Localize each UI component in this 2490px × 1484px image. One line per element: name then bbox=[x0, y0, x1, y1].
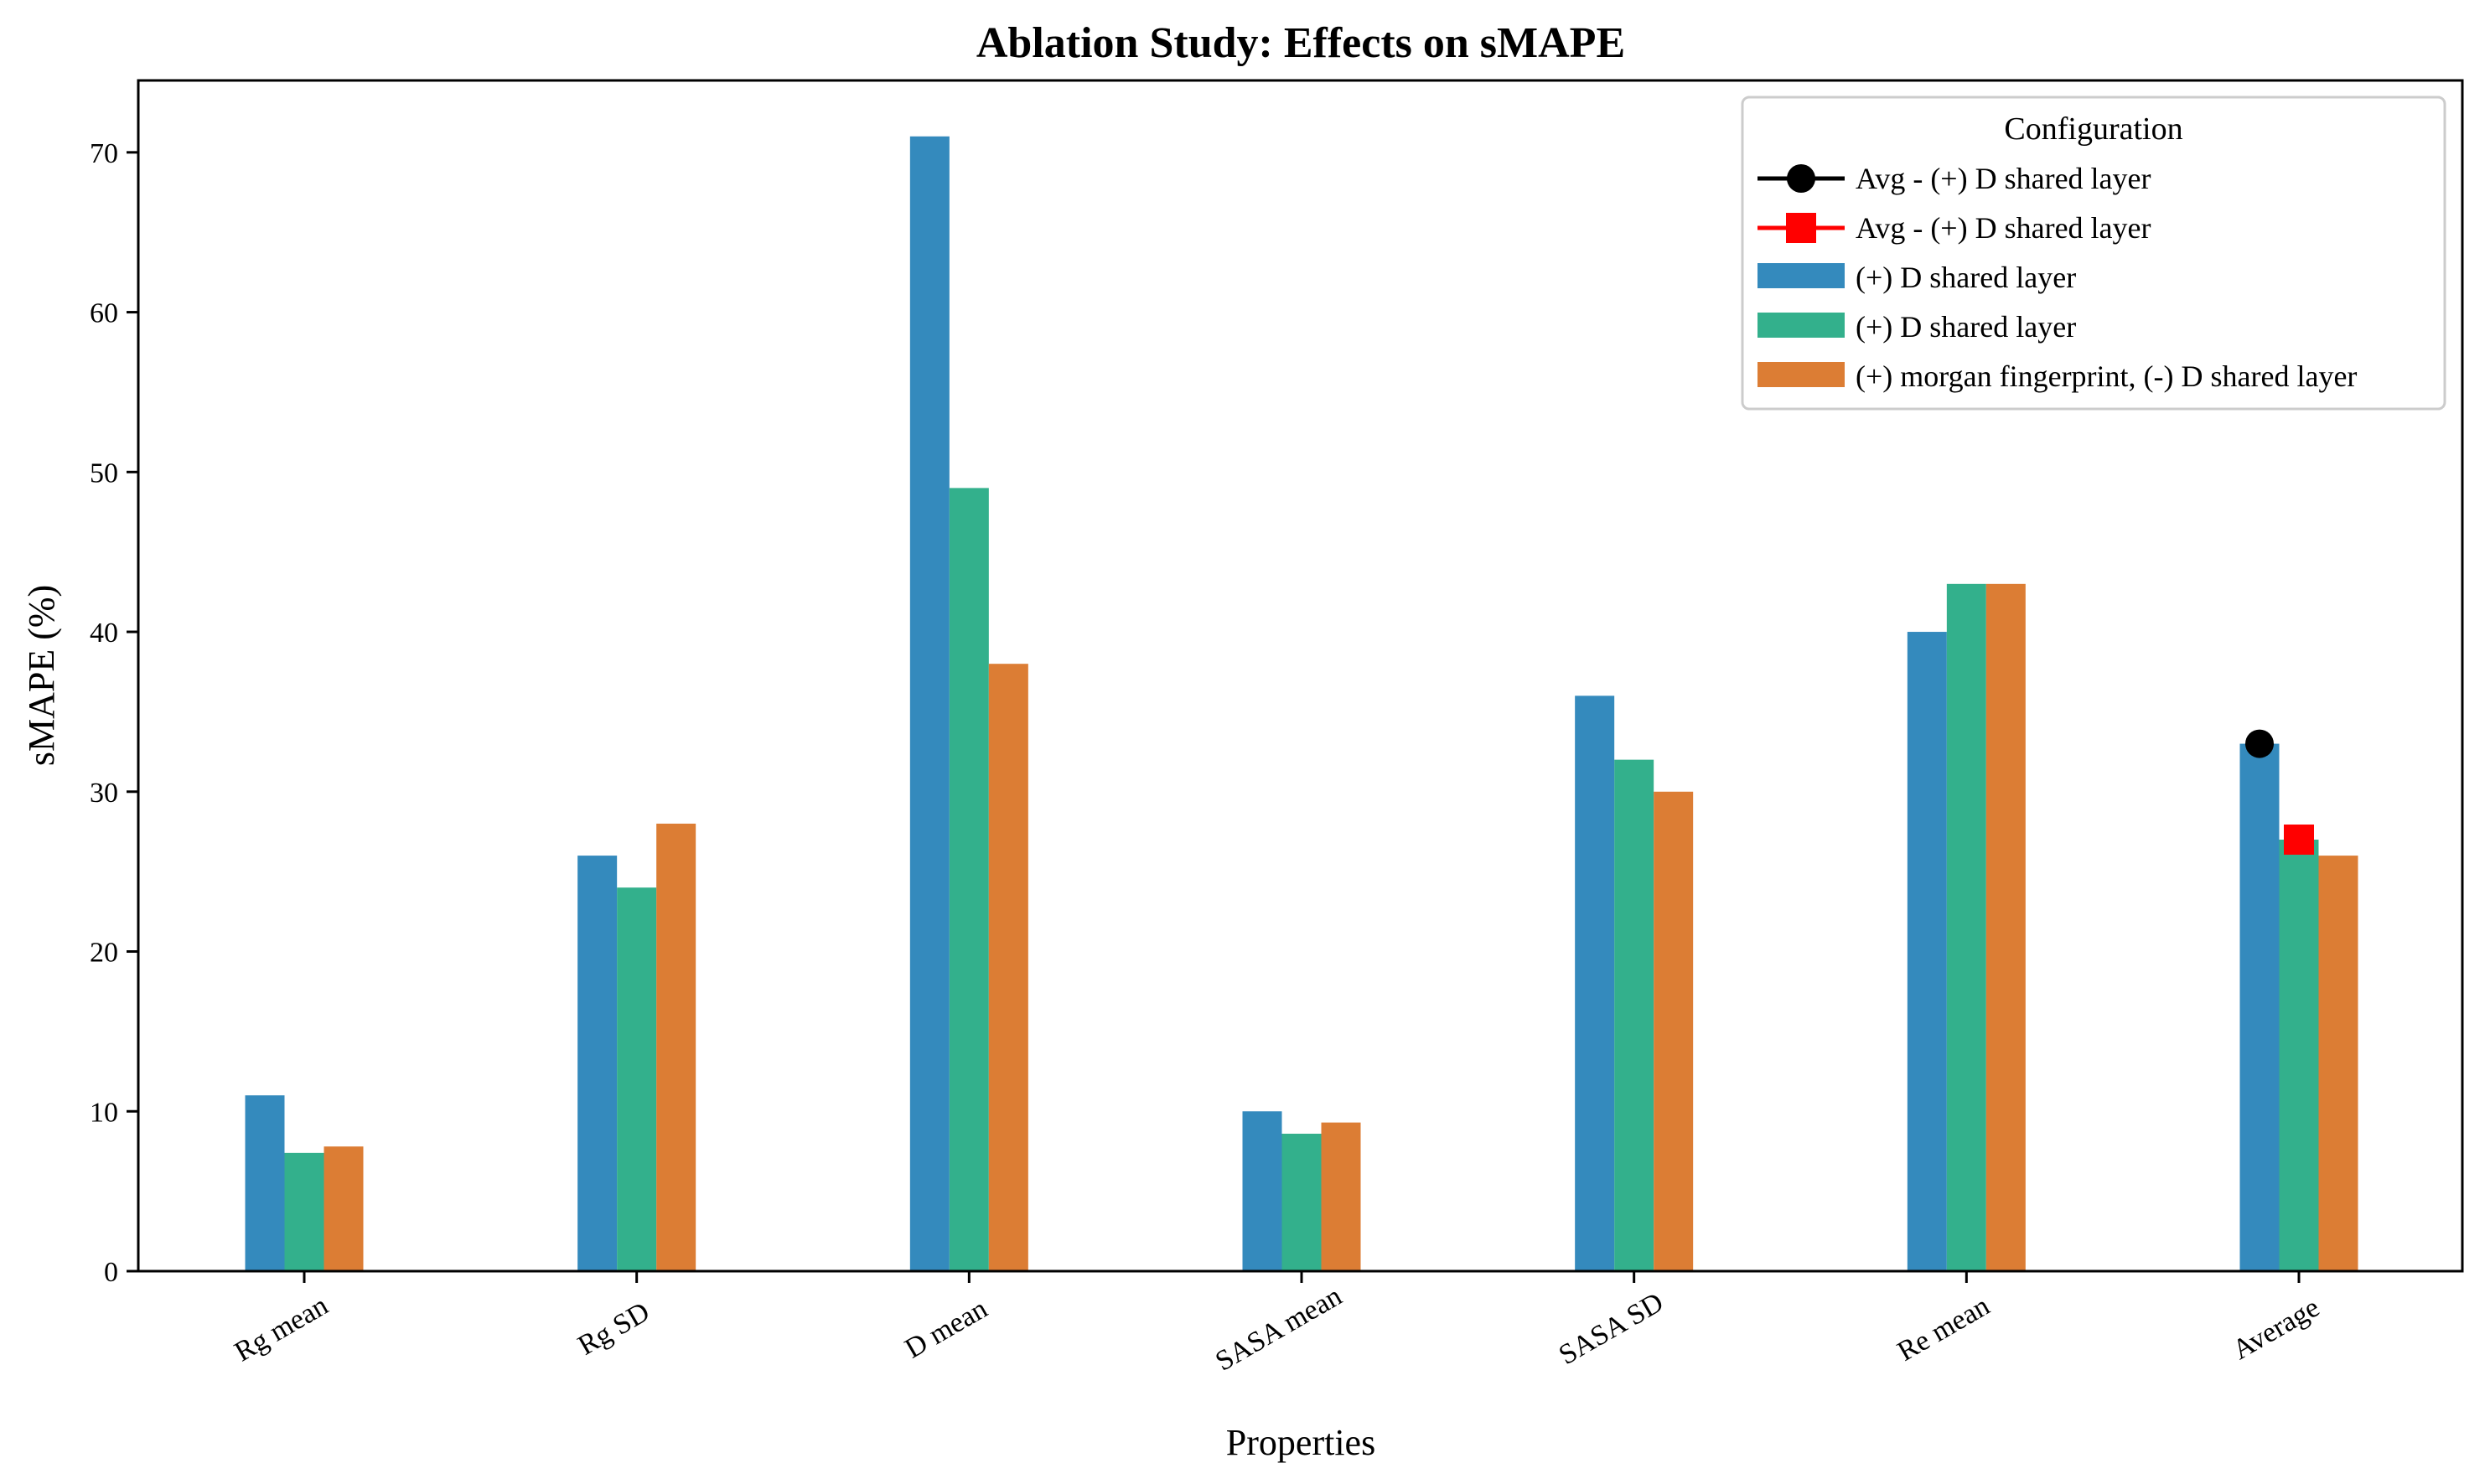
bar bbox=[1321, 1122, 1361, 1271]
bar bbox=[949, 488, 989, 1271]
bar-series bbox=[245, 136, 2358, 1271]
bar bbox=[1907, 632, 1947, 1271]
bar bbox=[245, 1095, 285, 1271]
y-tick-label: 40 bbox=[90, 618, 118, 649]
bar bbox=[1946, 583, 1986, 1271]
x-tick-label: Rg SD bbox=[572, 1296, 655, 1362]
legend-label: (+) morgan fingerprint, (-) D shared lay… bbox=[1856, 359, 2357, 393]
bar bbox=[2318, 856, 2358, 1271]
bar bbox=[909, 136, 950, 1271]
bar bbox=[1985, 583, 2026, 1271]
bar bbox=[1575, 695, 1615, 1271]
bar bbox=[2239, 743, 2280, 1271]
x-tick-label: Average bbox=[2228, 1292, 2325, 1366]
bar bbox=[1654, 791, 1694, 1271]
y-tick-label: 20 bbox=[90, 938, 118, 969]
legend-square-marker bbox=[1786, 213, 1816, 243]
x-tick-label: SASA SD bbox=[1554, 1287, 1669, 1372]
legend-circle-marker bbox=[1787, 164, 1815, 193]
bar bbox=[1242, 1111, 1282, 1271]
bar bbox=[617, 887, 657, 1271]
legend-label: Avg - (+) D shared layer bbox=[1856, 211, 2151, 245]
x-tick-label: Re mean bbox=[1892, 1290, 1995, 1368]
legend-label: (+) D shared layer bbox=[1856, 261, 2076, 294]
average-markers bbox=[2245, 729, 2314, 856]
y-tick-label: 70 bbox=[90, 138, 118, 169]
bar bbox=[656, 823, 696, 1271]
x-tick-label: D mean bbox=[900, 1293, 993, 1364]
y-tick-label: 0 bbox=[104, 1257, 118, 1288]
legend-swatch bbox=[1757, 263, 1845, 288]
x-tick-label: Rg mean bbox=[230, 1290, 334, 1368]
y-tick-label: 10 bbox=[90, 1097, 118, 1128]
bar bbox=[324, 1146, 364, 1271]
bar bbox=[2279, 840, 2319, 1271]
bar bbox=[577, 856, 618, 1271]
legend-swatch bbox=[1757, 313, 1845, 338]
legend-box bbox=[1741, 96, 2446, 411]
bar bbox=[1614, 759, 1654, 1271]
average-marker-circle bbox=[2245, 729, 2274, 758]
legend-title: Configuration bbox=[2004, 111, 2182, 147]
y-tick-label: 30 bbox=[90, 778, 118, 809]
y-axis-label: sMAPE (%) bbox=[21, 585, 62, 766]
average-marker-square bbox=[2284, 825, 2314, 856]
x-tick-label: SASA mean bbox=[1210, 1280, 1347, 1378]
legend-label: Avg - (+) D shared layer bbox=[1856, 162, 2151, 195]
bar bbox=[284, 1152, 324, 1271]
legend: Configuration Avg - (+) D shared layerAv… bbox=[1741, 96, 2446, 411]
legend-entries: Avg - (+) D shared layer Avg - (+) D shar… bbox=[1757, 162, 2357, 393]
chart-title: Ablation Study: Effects on sMAPE bbox=[976, 19, 1625, 67]
bar bbox=[1281, 1133, 1322, 1271]
y-axis-ticks: 0 10 20 30 40 50 60 70 bbox=[90, 138, 138, 1288]
legend-swatch bbox=[1757, 362, 1845, 387]
y-tick-label: 50 bbox=[90, 458, 118, 489]
bar bbox=[988, 664, 1028, 1271]
y-tick-label: 60 bbox=[90, 298, 118, 329]
x-axis-label: Properties bbox=[1226, 1422, 1375, 1463]
legend-label: (+) D shared layer bbox=[1856, 310, 2076, 344]
x-axis-ticks: Rg mean Rg SD D mean SASA mean SASA SD Re mea… bbox=[230, 1271, 2325, 1378]
